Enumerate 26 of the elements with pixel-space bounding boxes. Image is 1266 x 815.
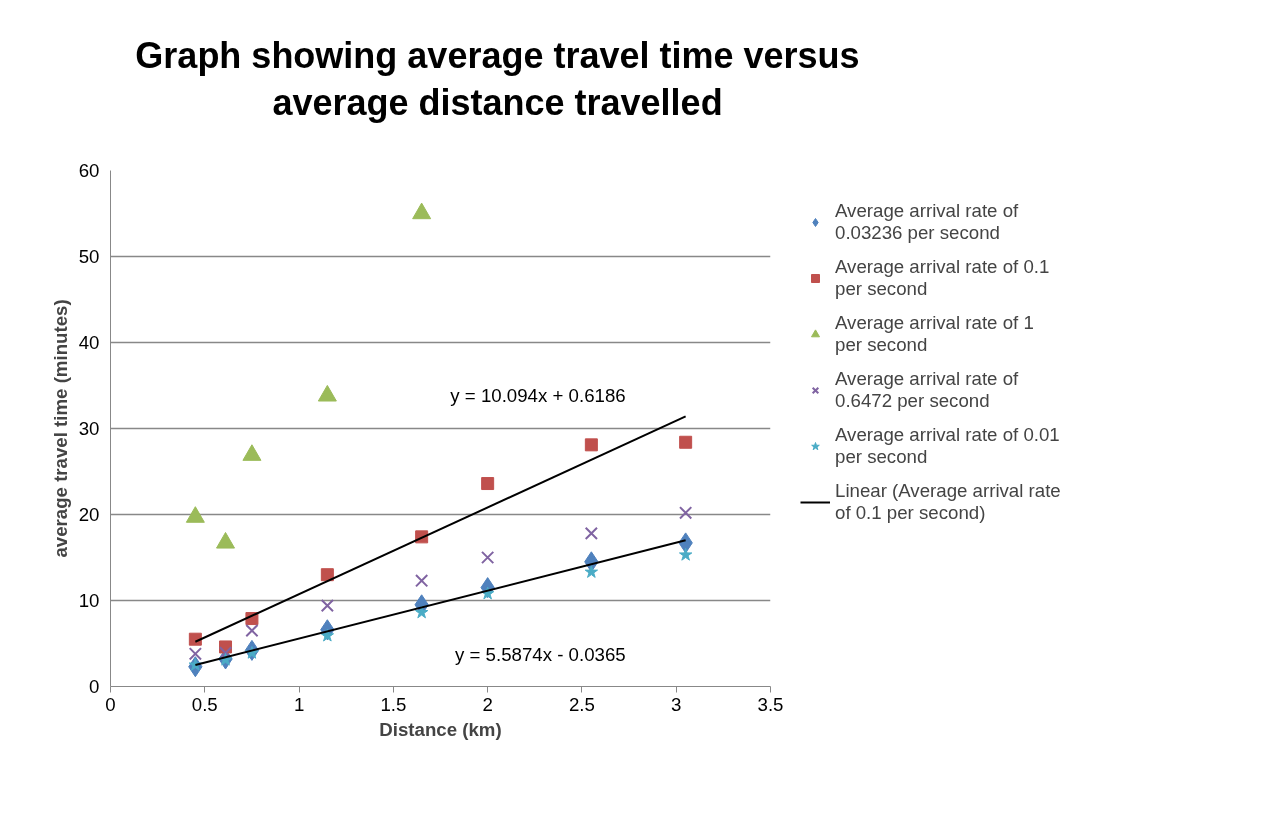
x-tick-label: 3.5 [757, 693, 784, 715]
y-tick-label: 0 [89, 676, 100, 697]
y-tick-label: 40 [78, 332, 100, 353]
x-tick-label: 1 [293, 693, 305, 715]
x-tick-label: 2 [482, 693, 493, 715]
legend-label: Average arrival rate of 0.6472 per second [835, 368, 1019, 412]
legend-label: Average arrival rate of 1 per second [835, 312, 1034, 356]
legend-label: Average arrival rate of 0.1 per second [835, 256, 1050, 300]
annotation: y = 5.5874x - 0.0365 [455, 644, 626, 666]
chart-title: Graph showing average travel time versus average distance travelled [134, 34, 861, 125]
y-tick-label: 20 [78, 504, 100, 525]
legend-label: Average arrival rate of 0.01 per second [835, 424, 1060, 468]
annotation: y = 10.094x + 0.6186 [450, 385, 626, 407]
y-tick-label: 30 [78, 418, 100, 439]
y-axis-title: average travel time (minutes) [49, 299, 71, 558]
x-tick-label: 2.5 [568, 693, 595, 715]
x-tick-label: 0.5 [191, 693, 218, 715]
legend-label: Linear (Average arrival rate of 0.1 per second) [835, 480, 1061, 524]
x-tick-label: 1.5 [380, 693, 407, 715]
x-axis-title: Distance (km) [379, 718, 502, 740]
y-tick-label: 10 [78, 590, 100, 611]
x-tick-label: 0 [105, 693, 116, 715]
legend-label: Average arrival rate of 0.03236 per second [835, 200, 1019, 244]
y-tick-label: 50 [78, 246, 100, 267]
y-tick-label: 60 [78, 160, 100, 181]
x-tick-label: 3 [671, 693, 682, 715]
